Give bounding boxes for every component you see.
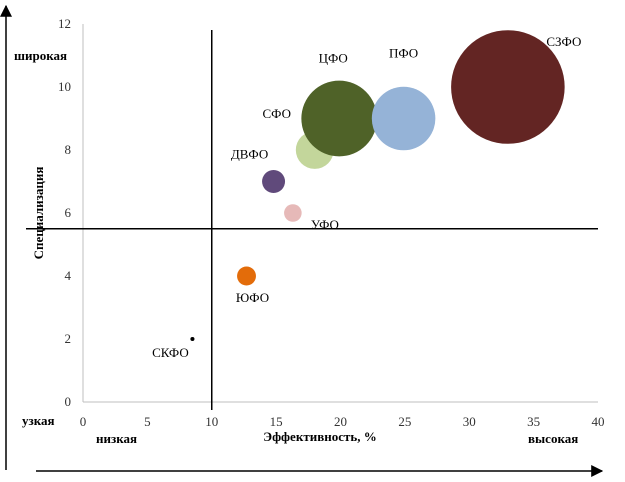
y-axis-title: Специализация [31,167,46,260]
bubble-3 [284,204,302,222]
point-labels: СКФО ЮФО УФО ДВФО СФО ЦФО ПФО СЗФО [152,34,581,360]
bubble-7 [371,86,436,151]
y-tick-label: 6 [65,205,72,220]
x-tick-label: 35 [527,414,540,429]
point-label: СФО [263,106,292,121]
point-label: СЗФО [546,34,581,49]
bubble-2 [237,266,256,286]
bubble-1 [190,336,195,342]
point-label: ЦФО [319,51,348,66]
y-low-label: узкая [22,413,55,428]
x-low-label: низкая [96,431,137,446]
y-high-label: широкая [14,48,67,63]
point-label: СКФО [152,345,189,360]
x-tick-label: 30 [463,414,476,429]
y-tick-label: 0 [65,394,72,409]
y-tick-labels: 0 2 4 6 8 10 12 [58,16,72,409]
bubbles [190,30,565,342]
x-tick-labels: 0 5 10 15 20 25 30 35 40 [80,414,605,429]
x-tick-label: 15 [270,414,283,429]
x-high-label: высокая [528,431,578,446]
x-tick-label: 40 [592,414,605,429]
x-axis-title: Эффективность, % [263,429,376,444]
point-label: ЮФО [236,290,269,305]
x-tick-label: 0 [80,414,87,429]
point-label: ДВФО [231,147,268,162]
y-tick-label: 2 [65,331,72,346]
bubble-6 [301,80,378,157]
y-tick-label: 8 [65,142,72,157]
y-tick-label: 10 [58,79,71,94]
bubble-8 [451,30,565,144]
x-tick-label: 10 [205,414,218,429]
x-tick-label: 20 [334,414,347,429]
x-tick-label: 5 [144,414,151,429]
bubble-4 [262,170,286,193]
y-tick-label: 12 [58,16,71,31]
y-tick-label: 4 [65,268,72,283]
point-label: УФО [311,217,339,232]
point-label: ПФО [389,46,418,61]
x-tick-label: 25 [398,414,411,429]
